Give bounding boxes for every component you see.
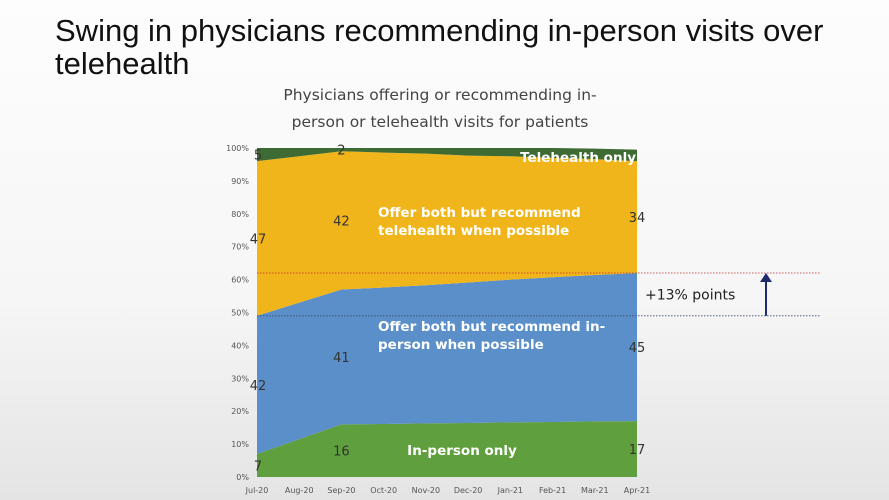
x-tick-label: Nov-20	[412, 486, 440, 495]
x-tick-label: Apr-21	[624, 486, 650, 495]
series-label-in-person-only: In-person only	[407, 443, 517, 459]
chart-title: Physicians offering or recommending in- …	[260, 82, 620, 136]
series-label-offer-both-but-recommend-telehealth-when-possible: Offer both but recommend telehealth when …	[378, 205, 581, 239]
x-tick-label: Aug-20	[285, 486, 314, 495]
x-tick-label: Jan-21	[497, 486, 523, 495]
chart-title-line-2: person or telehealth visits for patients	[291, 113, 589, 131]
x-tick-label: Sep-20	[327, 486, 355, 495]
chart-title-line-1: Physicians offering or recommending in-	[283, 86, 597, 104]
data-label: 45	[629, 341, 646, 356]
data-label: 42	[333, 214, 350, 229]
area-in-person-only	[257, 421, 637, 477]
y-tick-label: 40%	[231, 341, 249, 350]
y-tick-label: 70%	[231, 243, 249, 252]
y-tick-label: 60%	[231, 276, 249, 285]
x-tick-label: Dec-20	[454, 486, 483, 495]
series-label-line: person when possible	[378, 337, 544, 353]
data-label: 2	[337, 144, 345, 159]
x-tick-label: Feb-21	[539, 486, 566, 495]
series-label-offer-both-but-recommend-in-person-when-possible: Offer both but recommend in-person when …	[378, 319, 605, 353]
y-tick-label: 0%	[236, 473, 249, 482]
data-label: 41	[333, 351, 350, 366]
y-tick-label: 20%	[231, 407, 249, 416]
y-tick-label: 30%	[231, 374, 249, 383]
area-offer-both-but-recommend-in-person-when-possible	[257, 273, 637, 454]
data-label: 7	[254, 459, 262, 474]
series-label-line: Offer both but recommend in-	[378, 319, 605, 335]
increase-arrow-head	[760, 273, 772, 283]
y-tick-label: 100%	[226, 144, 249, 153]
data-label: 42	[250, 379, 267, 394]
y-tick-label: 90%	[231, 177, 249, 186]
area-telehealth-only	[257, 148, 637, 162]
area-offer-both-but-recommend-telehealth-when-possible	[257, 151, 637, 316]
series-label-line: Telehealth only	[520, 150, 636, 166]
slide-title: Swing in physicians recommending in-pers…	[55, 13, 824, 81]
data-label: 5	[254, 149, 262, 164]
x-tick-label: Jul-20	[245, 486, 269, 495]
y-tick-label: 10%	[231, 440, 249, 449]
series-label-line: Offer both but recommend	[378, 205, 581, 221]
increase-annotation: +13% points	[645, 287, 735, 303]
series-label-line: telehealth when possible	[378, 223, 569, 239]
y-tick-label: 80%	[231, 210, 249, 219]
data-label: 47	[250, 232, 267, 247]
data-label: 16	[333, 445, 350, 460]
y-tick-label: 50%	[231, 309, 249, 318]
data-label: 34	[629, 211, 646, 226]
x-tick-label: Oct-20	[370, 486, 397, 495]
series-label-line: In-person only	[407, 443, 517, 459]
x-tick-label: Mar-21	[581, 486, 609, 495]
data-label: 17	[629, 443, 646, 458]
series-label-telehealth-only: Telehealth only	[520, 150, 636, 166]
